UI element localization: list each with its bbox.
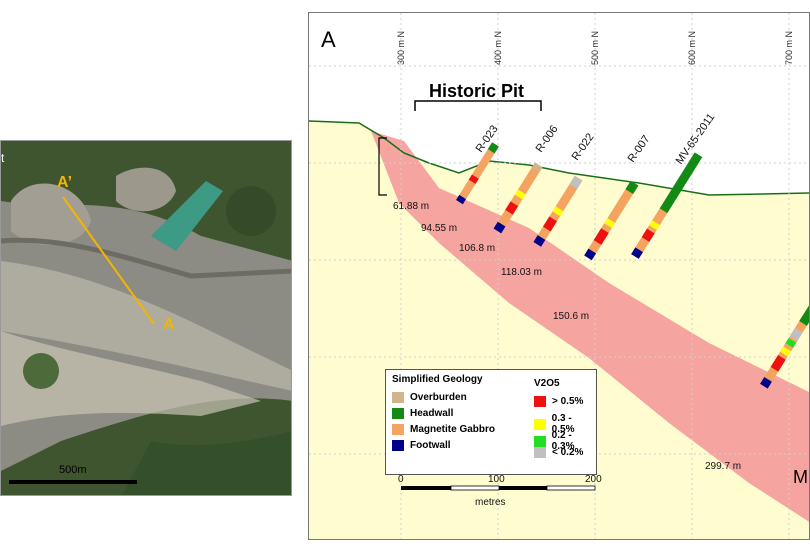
legend-grade-title: V2O5 xyxy=(534,378,560,389)
map-scale-bar xyxy=(9,480,137,484)
swatch-grade-mid xyxy=(534,418,546,430)
pit-bracket xyxy=(414,100,542,111)
cross-section-drawing: 300 m N 400 m N 500 m N 600 m N 700 m N … xyxy=(309,13,809,539)
grid-label-400: 400 m N xyxy=(493,31,503,65)
legend-geology-gabbro: Magnetite Gabbro xyxy=(392,424,495,435)
legend-geology-headwall: Headwall xyxy=(392,408,453,419)
legend-label-overburden: Overburden xyxy=(410,392,467,403)
depth-label-deep: 299.7 m xyxy=(705,461,741,472)
swatch-grade-trace xyxy=(534,447,546,458)
swatch-gabbro xyxy=(392,424,404,435)
grid-label-300: 300 m N xyxy=(396,31,406,65)
depth-label-r006: 94.55 m xyxy=(421,223,457,234)
drill-holes xyxy=(456,142,809,389)
legend-label-footwall: Footwall xyxy=(410,440,451,451)
legend-geology-footwall: Footwall xyxy=(392,440,451,451)
swatch-overburden xyxy=(392,392,404,403)
legend-label-grade-high: > 0.5% xyxy=(552,396,584,407)
map-edge-text: t xyxy=(1,151,5,165)
topography-line xyxy=(309,120,809,196)
edge-letter: M xyxy=(793,467,808,487)
aerial-map: A’ A t 500m xyxy=(0,140,292,496)
legend-label-headwall: Headwall xyxy=(410,408,454,419)
legend-label-gabbro: Magnetite Gabbro xyxy=(410,424,496,435)
label-a-prime: A’ xyxy=(57,174,73,191)
swatch-headwall xyxy=(392,408,404,419)
legend-grade-trace: < 0.2% xyxy=(534,447,583,458)
legend-geology-title: Simplified Geology xyxy=(392,374,483,385)
depth-label-r007: 118.03 m xyxy=(501,267,542,278)
map-scale-label: 500m xyxy=(59,464,87,476)
legend-label-grade-trace: < 0.2% xyxy=(552,447,584,458)
depth-label-r023: 61.88 m xyxy=(393,201,429,212)
depth-bracket xyxy=(378,137,387,196)
scale-tick-0: 0 xyxy=(398,474,404,485)
panel-label: A xyxy=(321,27,336,52)
scale-tick-100: 100 xyxy=(488,474,505,485)
legend-grade-low: 0.2 - 0.3% xyxy=(534,430,596,452)
legend-label-grade-mid: 0.3 - 0.5% xyxy=(551,413,575,435)
swatch-grade-high xyxy=(534,396,546,407)
grid-label-500: 500 m N xyxy=(590,31,600,65)
mineralized-zone xyxy=(371,131,809,522)
legend-geology-overburden: Overburden xyxy=(392,392,467,403)
label-a: A xyxy=(163,316,175,333)
legend-label-grade-low: 0.2 - 0.3% xyxy=(551,430,575,452)
aerial-image xyxy=(1,141,291,495)
scale-tick-200: 200 xyxy=(585,474,602,485)
swatch-footwall xyxy=(392,440,404,451)
legend: Simplified Geology Overburden Headwall M… xyxy=(385,369,597,475)
legend-grade-high: > 0.5% xyxy=(534,396,583,407)
section-line xyxy=(62,196,155,325)
cross-section: 300 m N 400 m N 500 m N 600 m N 700 m N … xyxy=(308,12,810,540)
historic-pit-label: Historic Pit xyxy=(429,81,524,101)
depth-label-r022: 106.8 m xyxy=(459,243,495,254)
depth-label-mv65: 150.6 m xyxy=(553,311,589,322)
grid-label-700: 700 m N xyxy=(784,31,794,65)
legend-grade-mid: 0.3 - 0.5% xyxy=(534,413,596,435)
scale-bar: 0 100 200 metres xyxy=(398,474,602,508)
scale-unit: metres xyxy=(475,497,506,508)
grid-label-600: 600 m N xyxy=(687,31,697,65)
swatch-grade-low xyxy=(534,435,546,447)
